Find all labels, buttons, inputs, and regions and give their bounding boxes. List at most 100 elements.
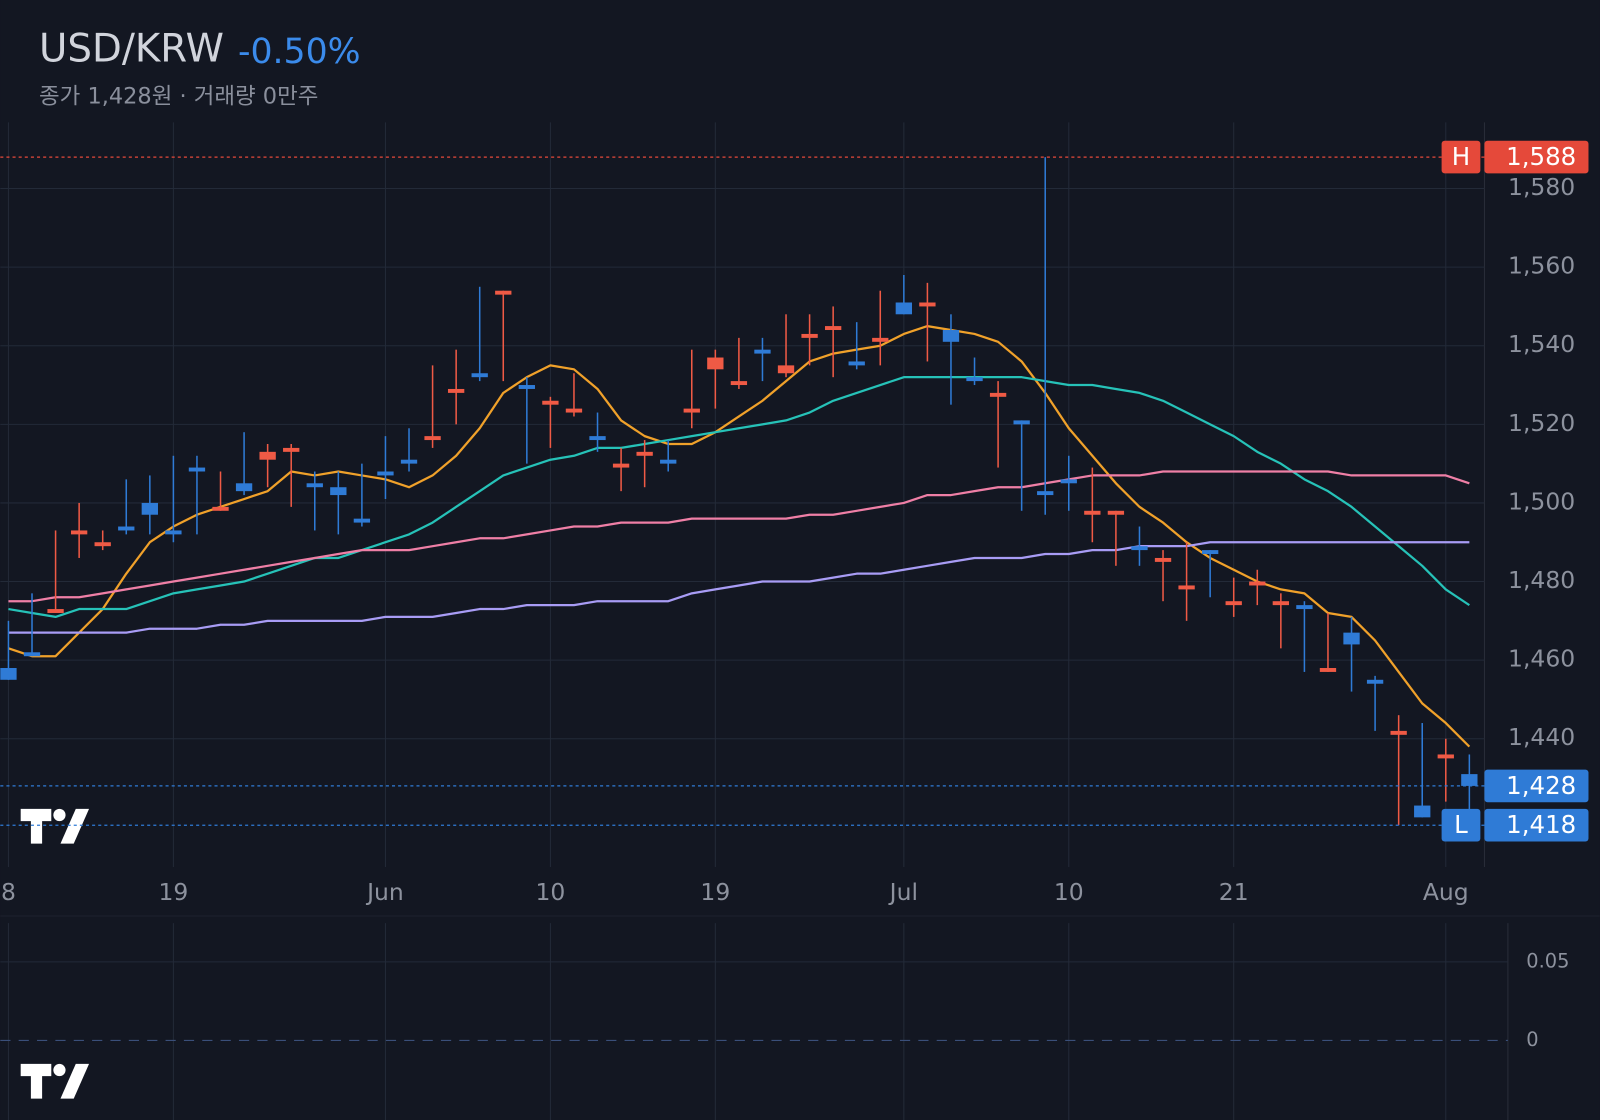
y-tick-label: 1,500	[1508, 487, 1575, 515]
candle-body	[1343, 632, 1360, 645]
price-label: 1,418	[1506, 810, 1576, 839]
candle-body	[518, 385, 535, 389]
candle-body	[377, 471, 394, 476]
candle-body	[495, 290, 512, 295]
candle-body	[989, 392, 1007, 397]
candle-body	[212, 506, 229, 511]
candle-body	[848, 361, 865, 366]
candle-body	[612, 463, 630, 468]
y-tick-label: 1,460	[1508, 645, 1575, 673]
candle-body	[1037, 491, 1054, 496]
candle-body	[1414, 805, 1431, 818]
candle-body	[1437, 754, 1454, 759]
candle-body	[1084, 510, 1101, 515]
candle-body	[1013, 420, 1030, 425]
candle-body	[777, 365, 795, 374]
candle-body	[1225, 601, 1242, 606]
candle-body	[730, 381, 748, 386]
candle-body	[660, 459, 677, 464]
candle-body	[1272, 601, 1290, 606]
volume-tick-label: 0	[1526, 1028, 1538, 1051]
candle-body	[1296, 605, 1313, 610]
candle-body	[1154, 557, 1172, 562]
price-label: 1,588	[1506, 142, 1576, 171]
candle-body	[283, 447, 300, 452]
candle-body	[707, 357, 724, 370]
candle-body	[1249, 581, 1266, 586]
candle-body	[23, 652, 41, 657]
candle-body	[1366, 679, 1384, 684]
change: -0.50%	[238, 32, 361, 72]
x-tick-label: 10	[535, 878, 565, 906]
price-tag: L	[1454, 810, 1468, 839]
candle-body	[471, 373, 488, 378]
y-tick-label: 1,520	[1508, 409, 1575, 437]
price-label-box	[1484, 140, 1589, 174]
price-label-box	[1484, 769, 1589, 803]
candle-body	[872, 337, 889, 342]
y-tick-label: 1,580	[1508, 173, 1575, 201]
chart-title: USD/KRW	[39, 27, 224, 72]
candle-body	[424, 436, 441, 441]
candle-body	[188, 467, 206, 472]
price-label-box	[1484, 808, 1589, 842]
candle-body	[141, 502, 158, 515]
candle-body	[1201, 550, 1219, 555]
volume-tick-label: 0.05	[1526, 949, 1569, 972]
candle-body	[895, 302, 912, 315]
x-tick-label: 19	[700, 878, 730, 906]
candle-body	[47, 609, 64, 613]
candle-body	[1178, 585, 1195, 590]
logo	[20, 1063, 90, 1099]
price-label: 1,428	[1506, 771, 1576, 800]
candle-body	[754, 349, 771, 354]
candle-body	[824, 326, 842, 331]
candle-body	[235, 483, 253, 492]
candle-body	[447, 388, 465, 393]
y-tick-label: 1,480	[1508, 566, 1575, 594]
candle-body	[259, 451, 276, 460]
candle-body	[542, 400, 559, 405]
moving-average	[8, 541, 1470, 634]
x-tick-label: 8	[1, 878, 16, 906]
candle-body	[94, 542, 111, 547]
candle-body	[636, 451, 653, 456]
price-tag-box	[1441, 140, 1481, 174]
price-tag: H	[1452, 142, 1470, 171]
candle-body	[919, 302, 936, 307]
y-tick-label: 1,540	[1508, 330, 1575, 358]
candle-body	[0, 668, 17, 680]
candle-body	[565, 408, 583, 413]
candle-body	[1390, 730, 1407, 735]
moving-average	[8, 470, 1470, 603]
candle-body	[330, 487, 347, 496]
candle-body	[966, 377, 983, 382]
y-tick-label: 1,560	[1508, 252, 1575, 280]
candle-body	[306, 483, 323, 488]
candle-body	[353, 518, 371, 523]
candle-body	[1060, 479, 1077, 484]
subtitle: 종가 1,428원 · 거래량 0만주	[39, 83, 318, 109]
candle-body	[942, 330, 960, 342]
candle-body	[801, 333, 818, 338]
candle-body	[1107, 510, 1125, 515]
x-tick-label: 21	[1219, 878, 1249, 906]
x-tick-label: Aug	[1423, 878, 1469, 906]
moving-average	[8, 324, 1471, 748]
candle-body	[118, 526, 135, 531]
candle-body	[1461, 774, 1478, 786]
candle-body	[683, 408, 700, 413]
x-tick-label: 19	[158, 878, 188, 906]
x-tick-label: Jul	[888, 878, 918, 906]
x-tick-label: Jun	[365, 878, 404, 906]
logo	[20, 808, 90, 844]
candle-body	[1131, 546, 1148, 551]
candle-body	[1319, 668, 1337, 672]
price-tag-box	[1441, 808, 1481, 842]
candle-body	[70, 530, 88, 535]
y-tick-label: 1,440	[1508, 723, 1575, 751]
candle-body	[165, 530, 182, 535]
